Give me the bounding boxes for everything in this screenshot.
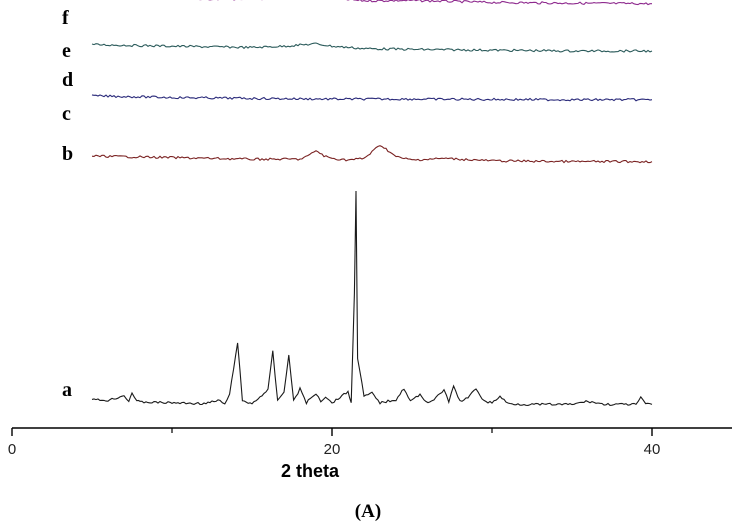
x-tick-label: 40 <box>644 441 661 458</box>
series-label-e: e <box>62 40 71 62</box>
series-line-d <box>91 42 653 53</box>
series-label-b: b <box>62 143 73 165</box>
series-line-e <box>199 0 652 6</box>
series-line-b <box>91 145 653 164</box>
series-label-a: a <box>62 379 72 401</box>
series-line-a <box>91 190 653 406</box>
x-tick-label: 0 <box>8 441 16 458</box>
x-axis-ticks: 0 20 40 <box>8 428 661 458</box>
series-label-d: d <box>62 69 73 91</box>
x-axis-title: 2 theta <box>281 461 340 481</box>
series-line-c <box>91 94 653 102</box>
series-label-f: f <box>62 7 69 29</box>
panel-label: (A) <box>355 501 381 522</box>
series-label-c: c <box>62 103 71 125</box>
series-group <box>91 0 653 406</box>
x-tick-label: 20 <box>324 441 341 458</box>
